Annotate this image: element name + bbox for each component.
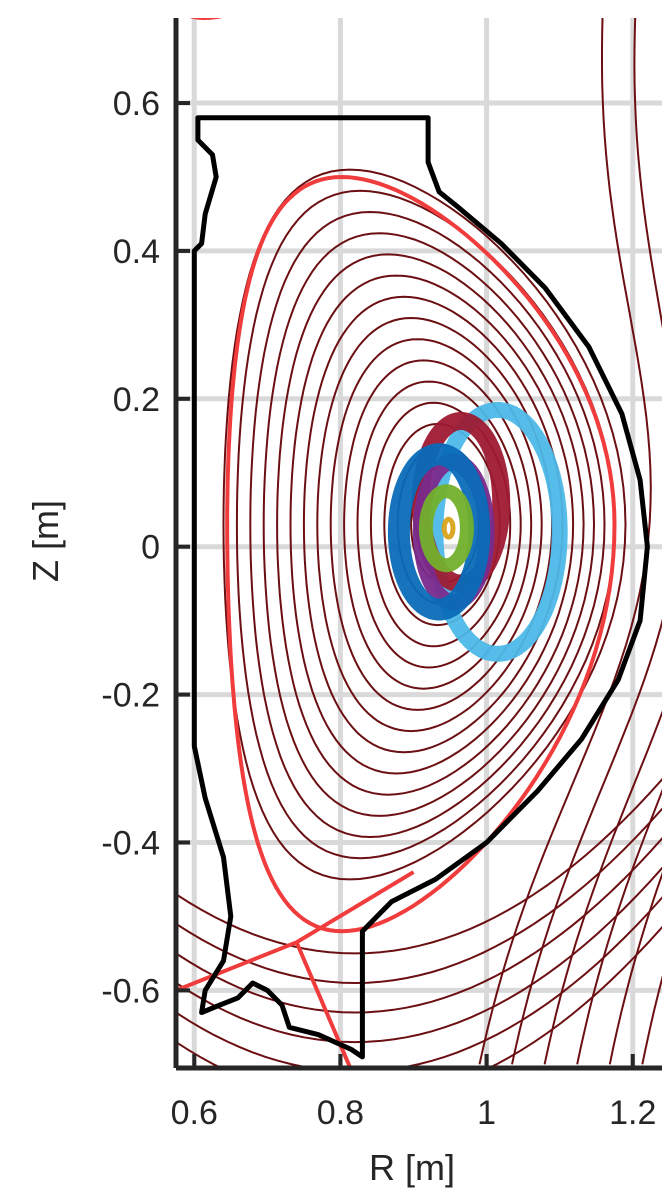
- flux-surface: [276, 253, 585, 796]
- flux-surface: [316, 316, 554, 733]
- divertor-field-line: [176, 866, 662, 1044]
- orbit-4: [387, 443, 491, 621]
- flux-surface: [289, 274, 575, 775]
- open-field-line: [511, 18, 662, 1065]
- separatrix-upper: [189, 18, 223, 20]
- flux-surface: [329, 338, 543, 711]
- open-field-line: [608, 871, 662, 1065]
- y-tick-label: 0.2: [113, 381, 160, 419]
- flux-surface: [343, 359, 533, 690]
- orbit-6: [441, 516, 456, 540]
- separatrix-leg: [295, 870, 415, 945]
- flux-surface: [262, 232, 596, 817]
- flux-surface: [222, 168, 627, 881]
- x-tick-labels: 0.6 0.8 1 1.2: [171, 1094, 657, 1132]
- open-field-line: [576, 788, 662, 1065]
- open-field-line: [543, 710, 662, 1065]
- y-axis-label: Z [m]: [25, 500, 66, 582]
- y-tick-label: -0.4: [101, 824, 160, 862]
- divertor-field-line: [176, 837, 662, 1014]
- orbit-5: [418, 484, 474, 573]
- y-tick-label: 0: [141, 529, 160, 567]
- particle-orbits: [387, 402, 568, 662]
- divertor-field-line: [176, 807, 662, 985]
- x-tick-label: 0.8: [317, 1094, 364, 1132]
- x-tick-label: 1: [477, 1094, 496, 1132]
- y-tick-label: -0.2: [101, 677, 160, 715]
- flux-surface: [302, 295, 564, 754]
- y-tick-label: 0.6: [113, 85, 160, 123]
- vessel-wall: [191, 115, 650, 1060]
- divertor-field-line: [176, 777, 662, 955]
- axes-frame: [173, 18, 662, 1071]
- y-tick-label: -0.6: [101, 972, 160, 1010]
- orbit-1: [427, 402, 568, 662]
- y-tick-labels: 0.6 0.4 0.2 0 -0.2 -0.4 -0.6: [101, 85, 160, 1010]
- y-tick-label: 0.4: [113, 233, 160, 271]
- x-axis-label: R [m]: [369, 1147, 455, 1188]
- divertor-field-line: [176, 925, 662, 1068]
- flux-surface: [249, 210, 606, 839]
- divertor-field-line: [176, 896, 662, 1068]
- x-tick-label: 0.6: [171, 1094, 218, 1132]
- separatrix-core: [225, 175, 617, 934]
- x-tick-label: 1.2: [609, 1094, 656, 1132]
- wall-outline: [191, 115, 650, 1060]
